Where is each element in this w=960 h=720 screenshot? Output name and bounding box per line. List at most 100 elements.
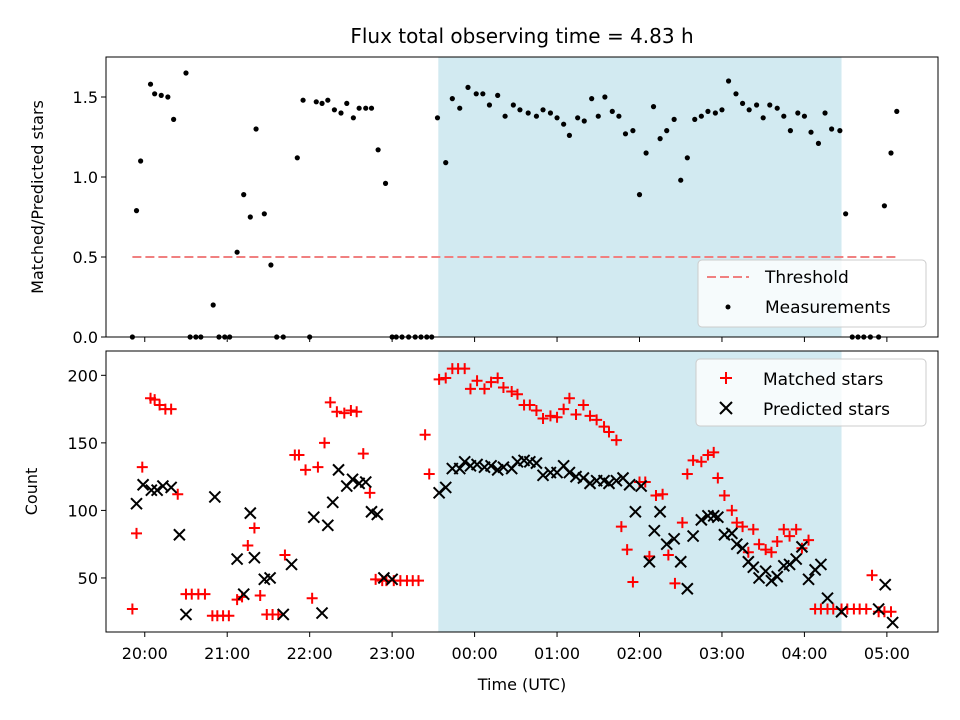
predicted-star-point <box>629 505 642 518</box>
measurement-point <box>739 100 746 106</box>
predicted-star-point <box>789 552 803 566</box>
matched-star-point <box>778 523 790 535</box>
measurement-point <box>678 177 684 183</box>
measurement-point <box>350 115 356 121</box>
matched-star-point <box>530 404 542 416</box>
predicted-star-point <box>307 510 321 524</box>
legend-predicted-swatch <box>719 401 733 415</box>
matched-star-point <box>331 406 343 418</box>
matched-star-point <box>784 530 796 542</box>
matched-star-point <box>440 372 452 384</box>
legend-label-matched: Matched stars <box>763 370 883 390</box>
matched-star-point <box>687 454 699 466</box>
y-tick-label: 1.5 <box>73 88 98 107</box>
measurement-point <box>698 113 704 119</box>
legend: Matched stars Predicted stars <box>695 358 927 427</box>
measurement-point <box>165 94 171 100</box>
predicted-star-point <box>770 570 784 583</box>
matched-star-point <box>603 426 615 438</box>
chart-title: Flux total observing time = 4.83 h <box>350 24 693 48</box>
matched-star-point <box>627 576 639 588</box>
x-tick-label: 05:00 <box>864 644 910 663</box>
measurement-point <box>338 110 344 116</box>
predicted-star-point <box>136 478 150 491</box>
measurement-point <box>382 180 389 186</box>
measurement-point <box>356 105 362 111</box>
predicted-star-point <box>648 524 661 537</box>
y-tick-label: 150 <box>67 434 98 453</box>
measurement-point <box>313 99 319 105</box>
measurement-points <box>129 70 900 340</box>
predicted-star-point <box>563 466 576 479</box>
legend-label-predicted: Predicted stars <box>763 400 890 420</box>
matched-star-point <box>254 590 266 602</box>
predicted-star-point <box>248 551 261 564</box>
predicted-star-point <box>674 555 687 568</box>
matched-star-point <box>154 399 166 411</box>
measurement-point <box>643 150 649 156</box>
measurement-point <box>540 107 546 113</box>
matched-star-point <box>165 403 177 415</box>
matched-star-point <box>621 544 633 556</box>
predicted-star-point <box>230 552 244 566</box>
measurement-point <box>650 104 657 110</box>
legend: Threshold Measurements <box>697 259 927 328</box>
measurement-point <box>495 92 501 98</box>
measurement-point <box>268 262 274 268</box>
y-axis: 50 100 150 200 <box>67 366 106 588</box>
measurement-point <box>247 214 253 220</box>
measurement-point <box>575 115 581 121</box>
measurement-point <box>781 113 787 119</box>
matched-star-point <box>563 392 575 404</box>
measurement-point <box>363 105 369 111</box>
measurement-point <box>808 129 814 135</box>
predicted-star-point <box>736 542 749 555</box>
matched-star-point <box>433 373 445 385</box>
measurement-point <box>561 121 567 127</box>
measurement-point <box>517 107 523 113</box>
predicted-star-point <box>821 592 834 605</box>
measurement-point <box>147 81 154 87</box>
measurement-point <box>473 91 479 97</box>
predicted-star-point <box>321 519 335 532</box>
matched-star-point <box>753 538 765 550</box>
matched-star-point <box>126 603 138 615</box>
measurement-point <box>801 113 808 119</box>
legend-box <box>697 259 927 328</box>
matched-star-point <box>702 449 714 461</box>
measurement-point <box>502 113 508 119</box>
measurement-point <box>331 107 338 113</box>
predicted-star-point <box>277 608 290 621</box>
matched-star-point <box>492 372 504 384</box>
matched-star-point <box>747 523 759 535</box>
predicted-star-point <box>439 481 452 494</box>
matched-star-point <box>471 375 483 387</box>
x-tick-label: 00:00 <box>452 644 498 663</box>
x-tick-label: 20:00 <box>122 644 168 663</box>
matched-star-point <box>885 606 897 618</box>
x-tick-label: 01:00 <box>534 644 580 663</box>
predicted-star-point <box>130 497 143 510</box>
predicted-star-point <box>458 455 471 468</box>
predicted-star-point <box>332 463 345 477</box>
measurement-point <box>664 128 670 134</box>
plot-frame <box>105 56 939 338</box>
matched-star-point <box>248 522 260 534</box>
matched-star-point <box>551 411 563 423</box>
predicted-star-point <box>623 478 636 491</box>
matched-star-point <box>760 544 772 556</box>
measurement-point <box>443 160 449 166</box>
measurement-point <box>344 100 350 106</box>
predicted-star-point <box>886 616 899 629</box>
measurement-point <box>746 107 752 113</box>
matched-star-point <box>577 399 589 411</box>
matched-star-point <box>584 410 596 422</box>
measurement-point <box>843 211 849 217</box>
measurement-point <box>234 249 240 255</box>
predicted-star-point <box>707 509 720 523</box>
matched-star-point <box>199 588 211 600</box>
matched-star-point <box>643 550 655 562</box>
predicted-star-point <box>470 458 484 471</box>
matched-star-point <box>413 575 425 587</box>
predicted-star-point <box>602 477 616 490</box>
